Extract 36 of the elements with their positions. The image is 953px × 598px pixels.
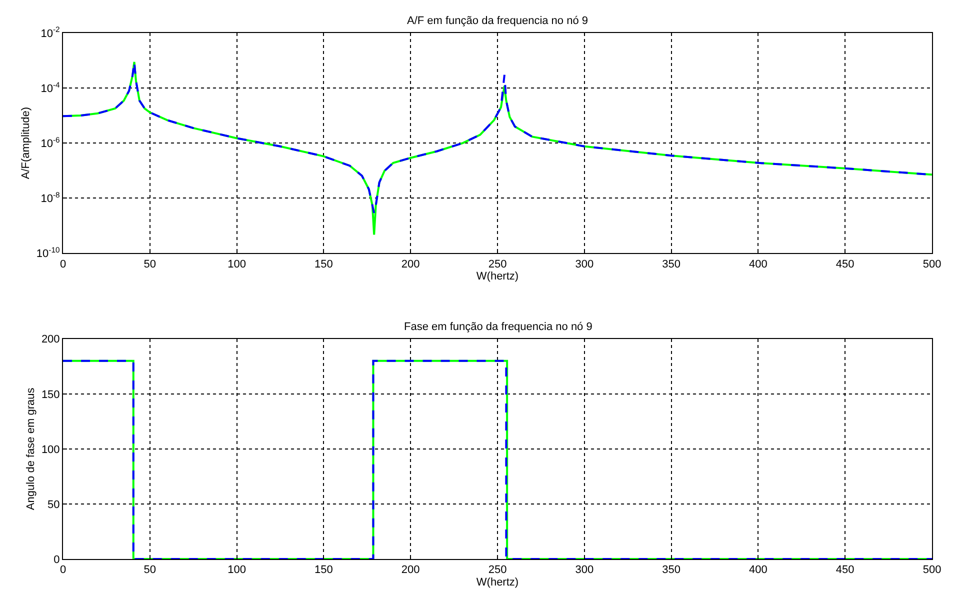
y-tick-label: 0 bbox=[54, 554, 60, 566]
x-tick-label: 50 bbox=[144, 564, 156, 576]
x-tick-label: 400 bbox=[749, 258, 768, 270]
chart-title: Fase em função da frequencia no nó 9 bbox=[404, 321, 592, 333]
y-tick-label: 10$^{-6}$ bbox=[40, 135, 60, 150]
x-tick-label: 450 bbox=[836, 258, 854, 270]
y-tick-label: 10$^{-4}$ bbox=[40, 80, 61, 95]
x-tick-label: 150 bbox=[314, 564, 333, 576]
x-tick-label: 200 bbox=[401, 564, 420, 576]
x-axis-title: W(hertz) bbox=[476, 270, 519, 283]
x-axis-title: W(hertz) bbox=[476, 576, 519, 588]
y-tick-label: 10$^{-10}$ bbox=[36, 245, 60, 260]
x-tick-label: 300 bbox=[575, 564, 594, 576]
x-tick-label: 100 bbox=[228, 258, 246, 270]
x-tick-label: 250 bbox=[488, 564, 507, 576]
y-tick-label: 10$^{-8}$ bbox=[40, 190, 60, 205]
y-tick-label: 100 bbox=[41, 444, 60, 456]
x-tick-label: 50 bbox=[144, 258, 156, 270]
x-tick-label: 300 bbox=[575, 258, 594, 270]
x-tick-label: 250 bbox=[488, 258, 507, 270]
y-axis-title: A/F(amplitude) bbox=[20, 106, 32, 180]
x-tick-label: 500 bbox=[922, 258, 942, 270]
y-tick-label: 10$^{-2}$ bbox=[40, 25, 60, 40]
chart-title: A/F em função da frequencia no nó 9 bbox=[407, 15, 588, 27]
x-tick-label: 150 bbox=[314, 258, 333, 270]
x-tick-label: 350 bbox=[662, 258, 680, 270]
x-tick-label: 100 bbox=[228, 564, 246, 576]
x-tick-label: 350 bbox=[662, 564, 680, 576]
y-tick-label: 150 bbox=[41, 388, 60, 401]
x-tick-label: 450 bbox=[836, 564, 854, 576]
x-tick-label: 400 bbox=[749, 564, 768, 576]
y-tick-label: 50 bbox=[48, 498, 60, 511]
x-tick-label: 500 bbox=[922, 564, 942, 576]
y-tick-label: 200 bbox=[41, 334, 60, 346]
x-tick-label: 200 bbox=[401, 258, 420, 270]
y-axis-title: Angulo de fase em graus bbox=[25, 387, 38, 510]
